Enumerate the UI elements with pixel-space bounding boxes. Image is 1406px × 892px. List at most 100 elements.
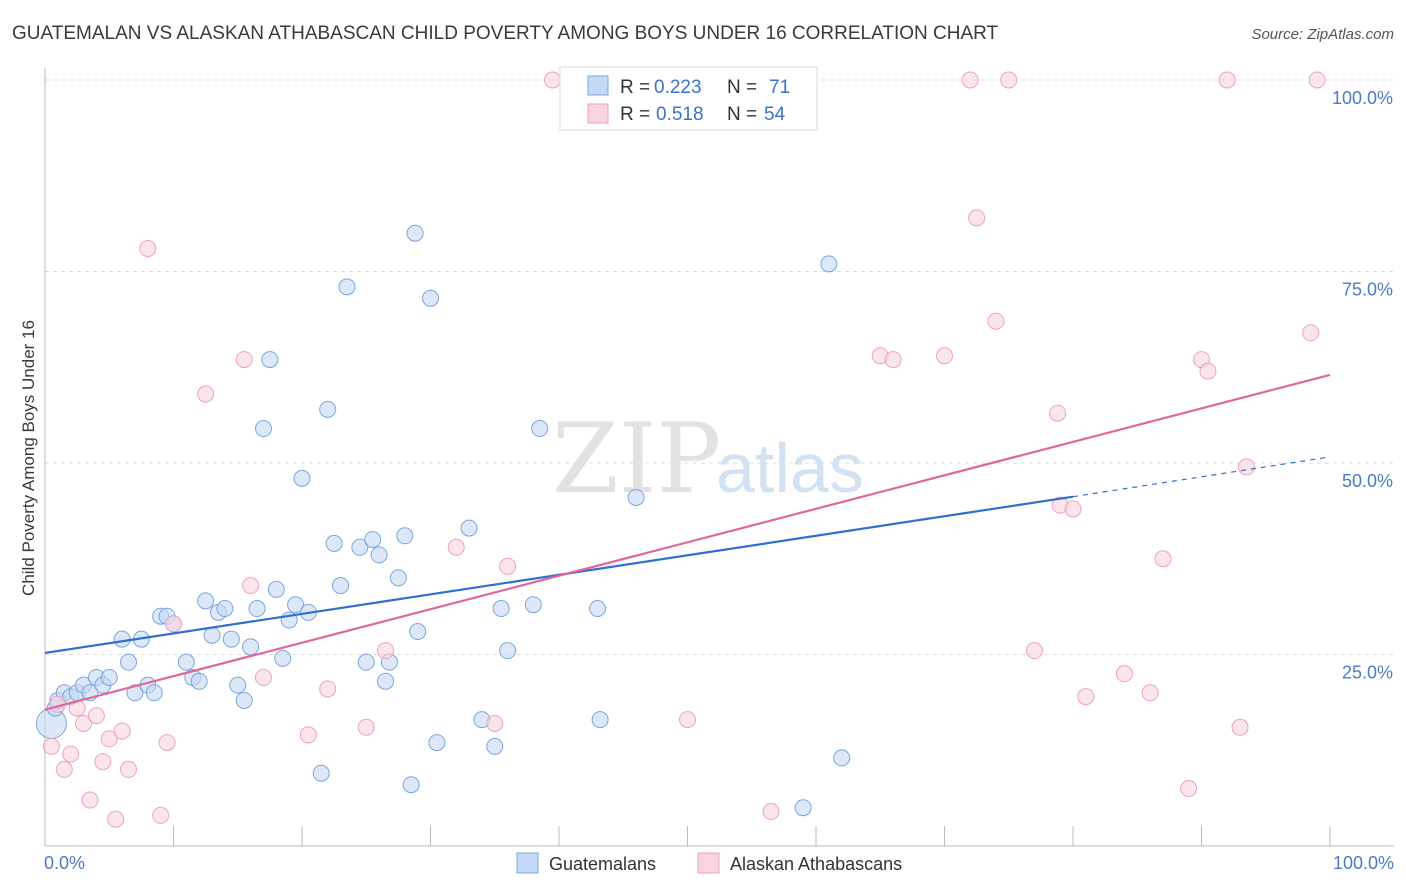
athabascan-point-34 [961, 71, 979, 89]
athabascan-point-10 [107, 810, 125, 828]
athabascan-point-23 [357, 718, 375, 736]
athabascan-point-29 [679, 711, 696, 729]
legend-r-value-0: 0.223 [654, 77, 702, 98]
guatemalan-point-13 [126, 684, 144, 702]
athabascan-point-27 [499, 557, 517, 575]
legend-swatch-guatemalans [587, 75, 609, 96]
guatemalan-point-33 [261, 351, 279, 369]
guatemalan-point-47 [364, 531, 382, 549]
athabascan-point-40 [1064, 500, 1082, 518]
guatemalan-point-10 [100, 668, 118, 686]
guatemalan-point-30 [242, 638, 260, 656]
chart-title: GUATEMALAN VS ALASKAN ATHABASCAN CHILD P… [12, 23, 999, 44]
guatemalan-point-53 [402, 776, 420, 794]
guatemalan-point-52 [396, 527, 414, 545]
guatemalan-point-62 [499, 642, 517, 660]
guatemalan-point-54 [409, 623, 427, 641]
athabascan-point-15 [158, 734, 176, 752]
guatemalan-point-24 [203, 626, 221, 644]
athabascan-point-8 [94, 753, 112, 771]
guatemalan-point-28 [229, 676, 247, 694]
athabascan-point-5 [75, 714, 93, 732]
guatemalan-trend-extension [1072, 456, 1331, 498]
athabascan-point-20 [254, 668, 272, 686]
guatemalan-point-68 [794, 799, 812, 817]
legend-r-value-1: 0.518 [656, 104, 704, 125]
y-axis-label: Child Poverty Among Boys Under 16 [19, 320, 38, 596]
guatemalan-point-43 [332, 577, 350, 595]
y-tick-labels: 25.0% 50.0% 75.0% 100.0% [1332, 88, 1393, 683]
legend-n-value-0: 71 [769, 77, 790, 98]
guatemalan-point-56 [406, 224, 424, 242]
athabascan-point-13 [139, 240, 157, 258]
athabascan-point-45 [1154, 550, 1172, 568]
athabascan-point-0 [42, 737, 60, 755]
guatemalan-point-67 [627, 488, 645, 506]
guatemalan-point-40 [312, 764, 330, 782]
guatemalan-point-45 [351, 538, 369, 556]
athabascan-point-32 [884, 351, 902, 369]
athabascan-point-18 [235, 351, 253, 369]
athabascan-point-37 [987, 312, 1005, 330]
legend-r-label-1: R = [620, 104, 650, 125]
y-tick-label-75: 75.0% [1342, 280, 1393, 300]
athabascan-point-50 [1231, 718, 1249, 736]
chart-source: Source: ZipAtlas.com [1251, 26, 1394, 43]
guatemalan-point-22 [190, 672, 208, 690]
athabascan-point-9 [100, 730, 118, 748]
athabascan-point-30 [762, 803, 780, 821]
y-tick-label-25: 25.0% [1342, 663, 1393, 683]
guatemalan-point-11 [113, 630, 131, 648]
legend-swatch-athabascans [587, 103, 609, 124]
series-legend-label-guatemalans: Guatemalans [549, 854, 656, 874]
guatemalan-point-29 [235, 691, 253, 709]
guatemalan-point-57 [428, 734, 446, 752]
legend-n-value-1: 54 [764, 104, 786, 125]
athabascan-point-26 [486, 714, 504, 732]
guatemalan-point-35 [274, 649, 292, 667]
watermark-atlas: atlas [716, 429, 864, 507]
guatemalan-point-44 [338, 278, 356, 296]
guatemalan-point-20 [177, 653, 195, 671]
athabascan-point-14 [152, 806, 170, 824]
guatemalan-point-51 [389, 569, 407, 587]
guatemalan-point-37 [287, 596, 305, 614]
guatemalan-point-48 [370, 546, 388, 564]
athabascan-point-12 [120, 760, 138, 778]
guatemalan-point-49 [377, 672, 395, 690]
athabascan-point-41 [1049, 404, 1067, 422]
athabascan-point-2 [55, 760, 73, 778]
athabascan-point-4 [68, 699, 86, 717]
athabascan-point-11 [113, 722, 131, 740]
guatemalan-point-65 [589, 600, 607, 618]
guatemalan-point-46 [357, 653, 375, 671]
athabascan-point-51 [1237, 458, 1255, 476]
x-tick-label-max: 100.0% [1333, 853, 1394, 873]
guatemalan-point-23 [197, 592, 215, 610]
athabascan-point-38 [1025, 642, 1043, 660]
athabascan-point-44 [1141, 684, 1159, 702]
athabascan-point-49 [1218, 71, 1236, 89]
guatemalan-point-60 [486, 737, 504, 755]
guatemalan-point-16 [145, 684, 163, 702]
x-tick-label-min: 0.0% [44, 853, 85, 873]
series-legend: Guatemalans Alaskan Athabascans [516, 852, 902, 874]
guatemalan-point-70 [833, 749, 851, 767]
athabascan-point-53 [1308, 71, 1326, 89]
athabascan-point-7 [87, 707, 105, 725]
guatemalan-point-42 [325, 534, 343, 552]
guatemalan-point-31 [248, 600, 266, 618]
athabascan-point-46 [1180, 780, 1198, 798]
guatemalan-point-32 [254, 420, 272, 438]
athabascan-point-48 [1199, 362, 1217, 380]
guatemalan-point-58 [460, 519, 478, 537]
guatemalan-point-61 [492, 600, 510, 618]
guatemalan-point-41 [319, 400, 337, 418]
trend-lines [44, 373, 1331, 711]
athabascan-point-17 [197, 385, 215, 403]
series-legend-label-athabascans: Alaskan Athabascans [730, 854, 902, 874]
series-legend-swatch-athabascans [697, 852, 720, 874]
stats-legend: R = 0.223 N = 71 R = 0.518 N = 54 [559, 66, 818, 131]
athabascan-point-22 [319, 680, 337, 698]
